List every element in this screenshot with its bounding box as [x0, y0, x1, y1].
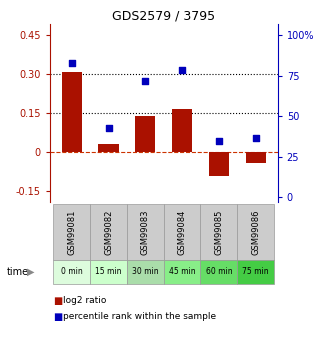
- Bar: [99, 144, 119, 152]
- Text: log2 ratio: log2 ratio: [63, 296, 106, 305]
- Bar: [201, 204, 237, 260]
- Bar: [90, 260, 127, 284]
- Text: percentile rank within the sample: percentile rank within the sample: [63, 312, 216, 321]
- Point: [179, 67, 185, 72]
- Bar: [172, 109, 192, 152]
- Text: 15 min: 15 min: [95, 267, 122, 276]
- Bar: [53, 260, 90, 284]
- Text: GSM99082: GSM99082: [104, 209, 113, 255]
- Bar: [164, 260, 201, 284]
- Text: GSM99085: GSM99085: [214, 209, 223, 255]
- Bar: [237, 204, 274, 260]
- Point: [143, 78, 148, 83]
- Text: GSM99083: GSM99083: [141, 209, 150, 255]
- Bar: [164, 204, 201, 260]
- Bar: [127, 260, 164, 284]
- Bar: [237, 260, 274, 284]
- Text: ■: ■: [53, 312, 62, 322]
- Bar: [135, 116, 155, 152]
- Bar: [90, 204, 127, 260]
- Bar: [201, 260, 237, 284]
- Bar: [53, 204, 90, 260]
- Text: ▶: ▶: [27, 267, 35, 277]
- Point: [69, 60, 74, 66]
- Title: GDS2579 / 3795: GDS2579 / 3795: [112, 10, 215, 23]
- Bar: [209, 152, 229, 176]
- Text: 30 min: 30 min: [132, 267, 159, 276]
- Text: GSM99086: GSM99086: [251, 209, 260, 255]
- Text: 75 min: 75 min: [242, 267, 269, 276]
- Bar: [62, 72, 82, 152]
- Text: GSM99084: GSM99084: [178, 209, 187, 255]
- Text: 60 min: 60 min: [205, 267, 232, 276]
- Point: [106, 125, 111, 130]
- Text: 45 min: 45 min: [169, 267, 195, 276]
- Text: 0 min: 0 min: [61, 267, 83, 276]
- Text: GSM99081: GSM99081: [67, 209, 76, 255]
- Point: [216, 138, 221, 144]
- Point: [253, 135, 258, 140]
- Text: time: time: [6, 267, 29, 277]
- Text: ■: ■: [53, 296, 62, 306]
- Bar: [127, 204, 164, 260]
- Bar: [246, 152, 266, 162]
